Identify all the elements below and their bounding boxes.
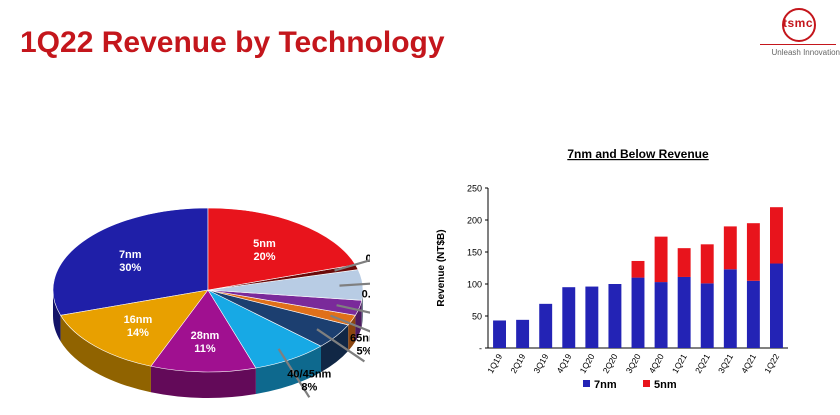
legend-swatch-5nm [643,380,650,387]
bar-7nm-4q19 [562,287,576,348]
bar-7nm-3q21 [723,269,737,348]
y-tick-label: 200 [467,216,482,226]
logo-text: tsmc [782,16,813,30]
x-tick-label: 1Q22 [762,352,781,375]
bar-5nm-1q21 [677,248,691,277]
bar-7nm-1q21 [677,276,691,348]
y-axis-label: Revenue (NT$B) [436,229,447,306]
pie-leader-40-45nm [277,348,311,398]
pie-leader-90nm [330,314,370,333]
pie-slice-28nm [150,289,257,373]
bar-7nm-1q22 [770,263,783,348]
legend-label-7nm: 7nm [594,379,617,391]
logo-tagline: Unleash Innovation [771,48,840,57]
pie-label-90nm: 90nm [369,308,370,320]
pie-label-0-15-0-18um: 0.15/0.18um [366,253,370,265]
pie-side-28nm [150,366,256,398]
pie-value-28nm: 11% [194,343,216,355]
bar-5nm-4q21 [746,223,760,281]
x-tick-label: 3Q21 [716,352,735,375]
pie-label-5nm: 5nm [253,238,276,250]
pie-side-16nm [60,315,151,393]
x-tick-label: 2Q21 [693,352,712,375]
legend-swatch-7nm [583,380,590,387]
pie-label-7nm: 7nm [119,249,142,261]
pie-leader-65nm [316,328,366,363]
logo-mark [782,8,816,42]
pie-value-5nm: 20% [253,251,275,263]
bar-7nm-1q20 [585,286,599,348]
pie-label-0-11-0-13um: 0.11/0.13um [362,289,370,301]
bar-7nm-2q20 [608,284,622,348]
bar-7nm-2q21 [700,283,714,348]
pie-slices [52,207,364,373]
bar-7nm-3q20 [631,277,645,348]
logo-underline [760,44,836,45]
bar-5nm-1q22 [770,207,783,264]
bar-5nm-3q20 [631,260,645,278]
pie-slice-5nm [207,207,356,291]
x-tick-label: 2Q19 [508,352,527,375]
x-tick-label: 3Q19 [531,352,550,375]
x-tick-label: 2Q20 [601,352,620,375]
bar-7nm-3q19 [539,303,553,348]
x-tick-label: 1Q21 [670,352,689,375]
pie-value-16nm: 14% [127,327,149,339]
pie-label-28nm: 28nm [191,330,220,342]
y-tick-label: 250 [467,184,482,194]
pie-side-65nm [320,324,349,373]
x-tick-label: 4Q19 [554,352,573,375]
y-tick-label: 50 [472,312,482,322]
x-tick-label: 4Q21 [739,352,758,375]
revenue-bar-chart: 7nm and Below Revenue Revenue (NT$B) - 50 10… [436,147,788,391]
pie-slice-7nm [52,207,209,316]
pie-label-40-45nm: 40/45nm [287,368,331,380]
pie-leader-0-11-0-13um [336,304,370,314]
pie-leader-0-15-0-18um [339,282,370,287]
x-tick-label: 4Q20 [647,352,666,375]
pie-side-walls [53,290,363,398]
bar-chart-title: 7nm and Below Revenue [567,147,709,161]
pie-value-65nm: 5% [356,345,370,357]
y-tick-label: 100 [467,280,482,290]
y-tick-label: 150 [467,248,482,258]
pie-value-7nm: 30% [119,262,141,274]
legend-label-5nm: 5nm [654,379,677,391]
pie-side-40-45nm [255,346,321,394]
bar-5nm-3q21 [723,226,737,270]
y-tick-label: - [479,344,482,354]
x-tick-label: 1Q20 [578,352,597,375]
bar-7nm-4q21 [746,280,760,348]
bar-5nm-2q21 [700,244,714,284]
tsmc-logo: tsmc Unleash Innovation [760,6,840,57]
x-tick-label: 1Q19 [485,352,504,375]
x-tick-label: 3Q20 [624,352,643,375]
pie-label-65nm: 65nm [350,332,370,344]
bar-7nm-4q20 [654,282,668,348]
page-title: 1Q22 Revenue by Technology [20,26,445,59]
pie-slice-16nm [60,289,209,367]
bar-7nm-2q19 [516,319,530,348]
pie-leader-0-25um-and-above [334,259,370,272]
pie-value-40-45nm: 8% [301,381,317,393]
bar-5nm-4q20 [654,236,668,283]
pie-label-16nm: 16nm [124,314,153,326]
bar-7nm-1q19 [493,320,506,348]
